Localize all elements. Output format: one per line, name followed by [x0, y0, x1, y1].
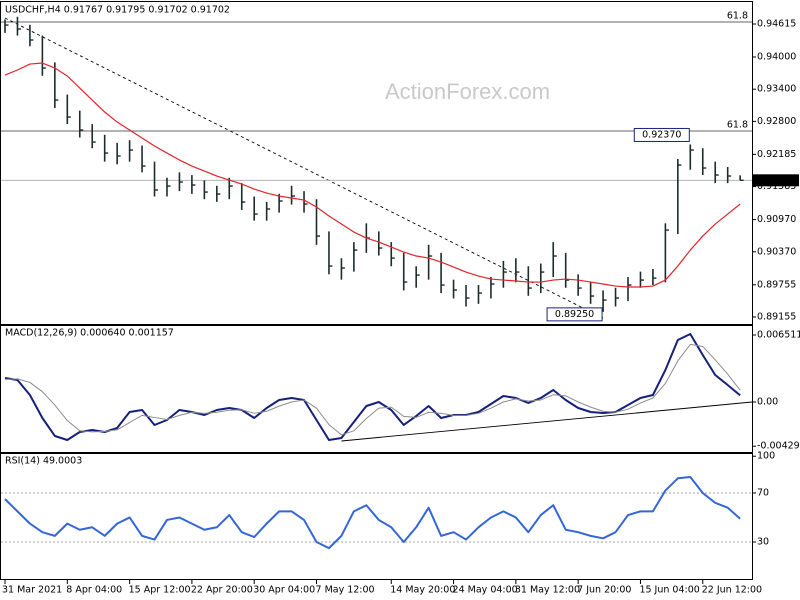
y-tick-label: 0.91585	[757, 181, 796, 192]
x-tick-label: 30 Apr 04:00	[253, 585, 315, 596]
last-price-label: 0.91702	[756, 175, 795, 186]
panel-title: RSI(14) 49.0003	[5, 456, 82, 467]
y-tick-label: 0.94615	[757, 19, 796, 30]
y-tick-label: 0.89155	[757, 311, 796, 322]
y-tick-label: 0.94000	[757, 52, 796, 63]
x-tick-label: 15 Jun 04:00	[639, 585, 699, 596]
y-tick-label: 0.006511	[757, 330, 800, 341]
x-tick-label: 31 May 12:00	[515, 585, 580, 596]
level-label: 61.8	[727, 11, 748, 22]
y-tick-label: 0.00	[757, 397, 778, 408]
trendline	[341, 401, 753, 442]
x-tick-label: 14 May 20:00	[390, 585, 455, 596]
panel-title: MACD(12,26,9) 0.000640 0.001157	[5, 328, 174, 339]
panel-title: USDCHF,H4 0.91767 0.91795 0.91702 0.9170…	[5, 5, 230, 16]
x-tick-label: 7 Jun 20:00	[577, 585, 631, 596]
price-tag: 0.89250	[555, 309, 594, 320]
y-tick-label: 70	[757, 487, 769, 498]
y-tick-label: 0.89755	[757, 279, 796, 290]
indicator-line	[4, 333, 741, 441]
price-tag-box	[633, 127, 690, 142]
x-tick-label: 7 May 12:00	[316, 585, 375, 596]
x-tick-label: 8 Apr 04:00	[66, 585, 122, 596]
y-tick-label: -0.004298	[757, 441, 800, 452]
price-tag-box	[546, 307, 603, 322]
y-tick-label: 0.92185	[757, 149, 796, 160]
x-tick-label: 24 May 04:00	[453, 585, 518, 596]
y-tick-label: 0.90370	[757, 246, 796, 257]
level-label: 61.8	[727, 120, 748, 131]
panel-frame	[0, 452, 753, 580]
y-tick-label: 0.92800	[757, 116, 796, 127]
y-tick-label: 0.90970	[757, 214, 796, 225]
last-price-box	[753, 174, 799, 187]
y-tick-label: 30	[757, 536, 769, 547]
x-tick-label: 22 Apr 20:00	[191, 585, 253, 596]
x-tick-label: 15 Apr 12:00	[129, 585, 191, 596]
panel-frame	[0, 1, 753, 326]
y-tick-label: 100	[757, 451, 775, 462]
indicator-line	[4, 343, 741, 436]
indicator-line	[4, 476, 741, 550]
x-tick-label: 22 Jun 12:00	[702, 585, 762, 596]
y-tick-label: 0.93400	[757, 84, 796, 95]
watermark: ActionForex.com	[385, 79, 550, 104]
price-tag: 0.92370	[642, 129, 681, 140]
x-tick-label: 31 Mar 2021	[2, 585, 62, 596]
panel-frame	[0, 324, 753, 454]
moving-average	[4, 62, 741, 288]
